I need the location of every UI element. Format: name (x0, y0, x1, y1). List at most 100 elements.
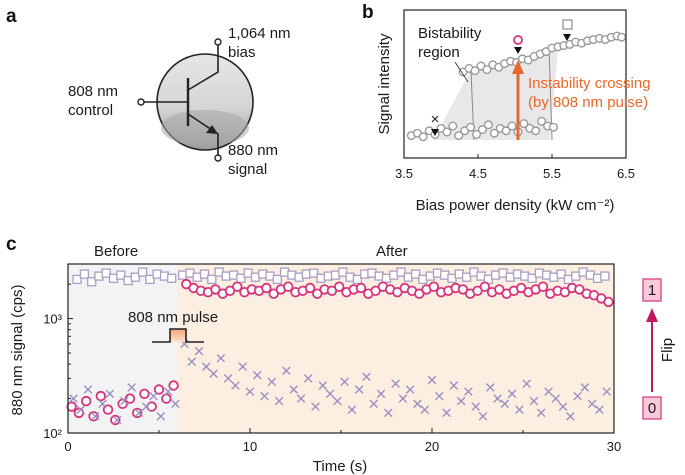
chart-c-point-square (137, 267, 148, 277)
chart-c-point-square (167, 273, 177, 283)
crossing-label-line2: (by 808 nm pulse) (528, 94, 648, 111)
chart-b-xtick-label: 5.5 (543, 166, 561, 181)
panel-label-a: a (6, 6, 17, 27)
marker-circle-pointer-icon (514, 47, 522, 54)
chart-c-point-circle (457, 284, 469, 295)
chart-c-point-cross (362, 372, 371, 382)
chart-c-point-square (272, 274, 282, 285)
chart-c-point-cross (91, 411, 100, 421)
chart-c-point-cross (141, 402, 151, 411)
chart-c-point-circle (537, 281, 549, 292)
chart-b-point (617, 32, 627, 42)
chart-c-point-cross (289, 385, 298, 394)
crossing-label-line1: Instability crossing (528, 75, 651, 92)
chart-c-point-circle (131, 407, 143, 419)
chart-c-point-square (410, 269, 421, 279)
chart-c-point-cross (464, 387, 473, 396)
chart-c-point-circle (312, 288, 323, 299)
chart-c-point-circle (139, 388, 150, 400)
state-low-label: 0 (648, 400, 656, 417)
chart-c-point-cross (602, 387, 612, 396)
chart-c-point-cross (558, 402, 568, 411)
chart-b-ylabel: Signal intensity (376, 33, 393, 134)
chart-c-point-cross (127, 383, 136, 392)
chart-c-xtick-label: 20 (425, 439, 439, 454)
chart-c-point-square (352, 274, 363, 285)
chart-c-point-square (600, 271, 610, 281)
chart-b-point (537, 116, 547, 126)
chart-c-point-cross (522, 379, 531, 388)
chart-c-point-circle (494, 284, 505, 295)
chart-c-point-circle (161, 393, 172, 404)
marker-square-icon (562, 19, 573, 30)
state-low-box (642, 396, 662, 420)
chart-c-point-square (101, 268, 111, 278)
chart-c-point-cross (595, 405, 604, 414)
chart-c-point-circle (603, 296, 614, 308)
after-label: After (376, 243, 408, 260)
chart-c-point-circle (124, 393, 136, 404)
chart-c-xlabel: Time (s) (313, 458, 367, 475)
chart-c-point-cross (442, 408, 451, 418)
chart-c-point-square (145, 274, 155, 285)
chart-c-point-circle (428, 281, 440, 292)
chart-c-point-cross (449, 381, 459, 390)
chart-c-point-square (527, 273, 537, 283)
chart-c-point-cross (303, 374, 313, 383)
chart-c-point-cross (216, 353, 226, 363)
chart-c-point-cross (209, 369, 218, 378)
region-label-line2: region (418, 44, 460, 61)
chart-c-point-cross (282, 366, 291, 376)
marker-square-pointer-icon (563, 34, 571, 41)
chart-b-point (483, 120, 493, 130)
chart-c-point-cross (260, 391, 269, 401)
chart-c-point-cross (536, 408, 546, 418)
chart-c-point-cross (202, 362, 211, 371)
chart-c-point-circle (261, 282, 272, 294)
chart-c-point-cross (105, 389, 115, 399)
chart-b-point (454, 131, 464, 141)
panel-label-c: c (6, 234, 17, 255)
chart-c-point-square (72, 274, 82, 285)
chart-c: Before After 808 nm pulse 0 10 20 3010²10³ … (9, 243, 676, 475)
chart-c-point-cross (296, 394, 306, 403)
chart-b-point (470, 66, 480, 76)
chart-c-point-cross (76, 405, 86, 414)
chart-c-point-cross (485, 383, 495, 392)
chart-b-point (418, 132, 428, 142)
chart-c-point-cross (238, 362, 248, 371)
chart-c-point-cross (456, 396, 466, 406)
chart-c-point-square (87, 277, 97, 287)
before-label: Before (94, 243, 138, 260)
chart-c-point-cross (405, 385, 415, 394)
chart-c-point-circle (355, 282, 367, 294)
chart-b-point (507, 121, 517, 131)
chart-c-point-cross (478, 411, 488, 421)
chart-c-ytick-label: 10² (43, 426, 62, 441)
chart-c-point-cross (500, 399, 510, 409)
panel-label-b: b (362, 2, 374, 23)
chart-c-point-circle (66, 401, 77, 412)
chart-c-point-cross (587, 399, 597, 409)
chart-c-point-cross (391, 379, 400, 388)
base-terminal (137, 98, 145, 106)
chart-c-point-square (207, 274, 217, 285)
chart-c-point-cross (187, 357, 197, 366)
chart-b-point (549, 122, 559, 132)
chart-c-point-cross (347, 405, 357, 414)
chart-c-point-cross (274, 396, 284, 406)
chart-c-point-circle (210, 284, 221, 295)
flip-label: Flip (659, 338, 676, 362)
chart-c-point-circle (88, 411, 99, 422)
bias-label-line2: bias (228, 44, 256, 61)
chart-c-point-cross (340, 377, 349, 387)
bistability-region (433, 48, 558, 140)
chart-c-ylabel: 880 nm signal (cps) (9, 285, 26, 416)
chart-c-point-cross (223, 374, 233, 383)
chart-c-point-cross (551, 394, 561, 403)
chart-b-xtick-label: 4.5 (469, 166, 487, 181)
chart-c-ytick-label: 10³ (43, 312, 62, 327)
chart-c-point-cross (420, 405, 430, 414)
marker-circle-icon (513, 35, 523, 45)
